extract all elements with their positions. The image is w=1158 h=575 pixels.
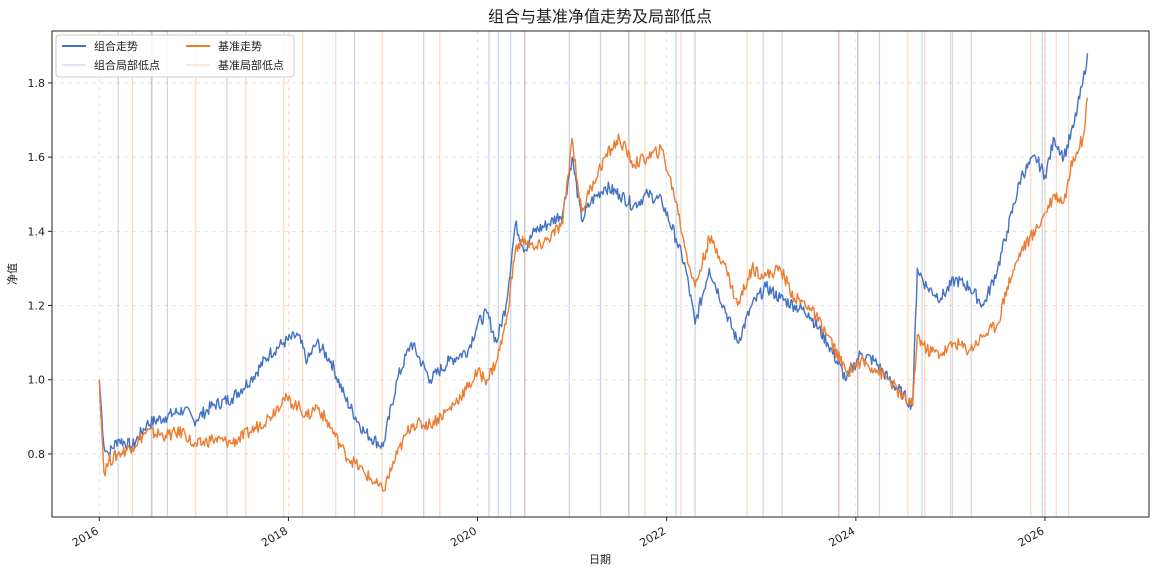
y-axis-label: 净值 (5, 263, 19, 285)
benchmark-series-line (98, 97, 1089, 492)
x-tick-label: 2026 (1016, 524, 1047, 549)
legend-box (55, 34, 295, 78)
x-axis-ticks: 2016 2018 2020 2022 2024 2026 (70, 517, 1046, 550)
x-tick-label: 2024 (827, 524, 858, 549)
y-tick-label: 1.0 (28, 374, 46, 387)
legend-label-benchmark-lows: 基准局部低点 (218, 58, 284, 72)
legend: 组合走势 基准走势 组合局部低点 基准局部低点 (55, 34, 295, 78)
local-low-lines (117, 31, 1070, 517)
y-axis-ticks: 0.8 1.0 1.2 1.4 1.6 1.8 (28, 77, 52, 461)
x-tick-label: 2020 (448, 524, 479, 549)
x-tick-label: 2018 (259, 524, 290, 549)
x-tick-label: 2022 (637, 524, 668, 549)
legend-label-portfolio: 组合走势 (94, 39, 138, 53)
plot-frame (51, 30, 1150, 518)
portfolio-series-line (98, 53, 1089, 459)
y-tick-label: 1.8 (28, 77, 46, 90)
y-tick-label: 1.2 (28, 300, 46, 313)
y-tick-label: 0.8 (28, 448, 46, 461)
legend-label-benchmark: 基准走势 (218, 40, 262, 53)
x-tick-label: 2016 (70, 524, 101, 549)
series-lines (98, 53, 1089, 492)
grid (52, 31, 1149, 517)
y-tick-label: 1.4 (28, 225, 46, 238)
legend-label-portfolio-lows: 组合局部低点 (94, 58, 160, 72)
x-axis-label: 日期 (589, 553, 611, 566)
chart-title: 组合与基准净值走势及局部低点 (488, 7, 712, 26)
y-tick-label: 1.6 (28, 151, 46, 164)
